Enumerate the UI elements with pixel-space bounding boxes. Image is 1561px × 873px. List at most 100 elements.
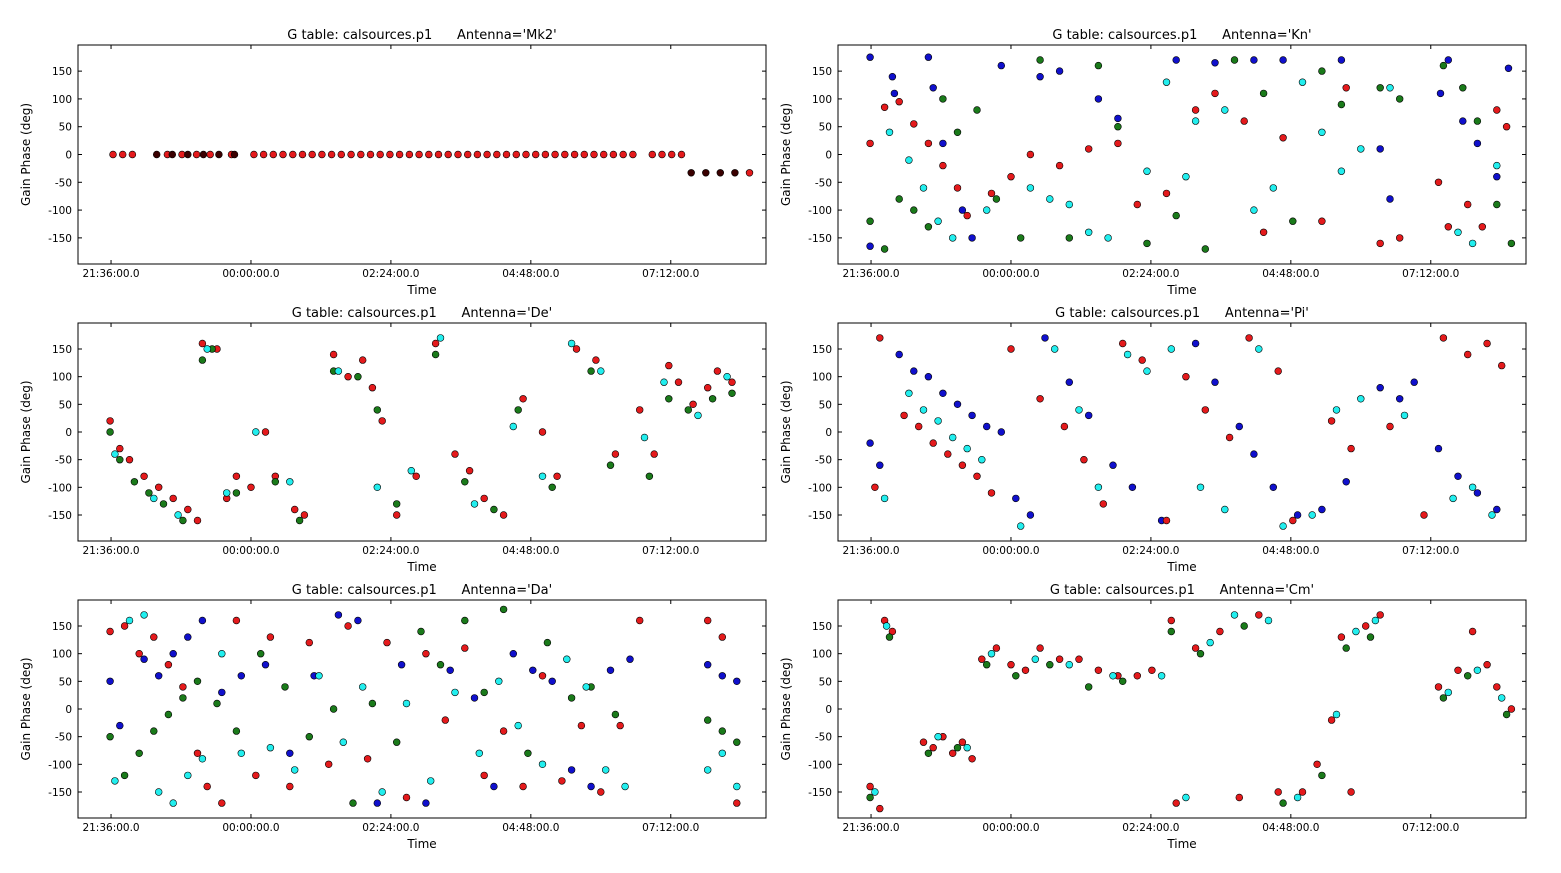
data-point <box>436 334 445 342</box>
data-point <box>1459 84 1467 92</box>
data-point <box>703 766 712 774</box>
x-tick-label: 04:48:00.0 <box>1262 268 1319 280</box>
data-point <box>1259 228 1268 237</box>
data-point <box>106 677 114 685</box>
x-axis-label: Time <box>406 283 436 297</box>
data-point <box>393 738 401 746</box>
data-point <box>919 184 928 192</box>
data-point <box>1308 511 1316 519</box>
data-point <box>1172 799 1180 807</box>
data-point <box>461 478 469 486</box>
data-point <box>1104 234 1112 242</box>
data-point <box>402 699 411 708</box>
data-point <box>1036 56 1044 64</box>
data-point <box>480 688 488 697</box>
data-point <box>958 461 967 469</box>
data-point <box>193 516 202 525</box>
data-point <box>1327 716 1336 724</box>
data-point <box>1167 616 1176 625</box>
data-point <box>1483 660 1491 669</box>
data-point <box>953 128 962 137</box>
data-point <box>363 755 372 763</box>
data-point <box>266 743 275 752</box>
data-point <box>451 688 459 697</box>
data-point <box>383 638 391 647</box>
data-point <box>1269 184 1278 192</box>
data-point <box>880 245 889 253</box>
data-point <box>728 378 736 386</box>
data-point <box>281 683 289 691</box>
data-point <box>963 743 971 752</box>
data-point <box>164 710 173 719</box>
data-point <box>1055 655 1064 663</box>
data-point <box>1493 505 1501 514</box>
y-tick-label: 150 <box>52 66 72 78</box>
x-tick-label: 04:48:00.0 <box>1262 822 1319 834</box>
data-point <box>665 395 673 403</box>
data-point <box>1293 511 1302 519</box>
data-point <box>1463 672 1472 680</box>
data-point <box>490 505 498 514</box>
data-point <box>1094 666 1103 674</box>
data-point <box>968 411 976 420</box>
data-point <box>905 156 913 164</box>
data-point <box>1327 417 1336 425</box>
data-point <box>1080 456 1088 464</box>
data-point <box>689 400 697 408</box>
data-point <box>199 150 208 159</box>
data-point <box>118 150 127 159</box>
data-point <box>548 677 556 685</box>
y-axis-label: Gain Phase (deg) <box>779 103 793 206</box>
data-point <box>1376 611 1384 619</box>
data-point <box>1225 433 1234 442</box>
data-point <box>538 672 547 680</box>
data-point <box>1201 245 1210 253</box>
data-point <box>499 511 508 519</box>
data-point <box>703 616 712 625</box>
y-tick-label: 100 <box>52 372 72 384</box>
data-point <box>1235 422 1244 431</box>
data-point <box>327 150 336 159</box>
data-point <box>431 339 440 348</box>
data-point <box>402 793 411 802</box>
data-point <box>982 422 991 431</box>
data-point <box>1162 516 1171 525</box>
data-point <box>982 660 991 669</box>
data-point <box>1313 760 1321 768</box>
data-point <box>218 799 226 807</box>
data-point <box>308 150 316 159</box>
data-point <box>334 367 343 375</box>
chart-title: G table: calsources.p1 Antenna='Cm' <box>1050 583 1314 598</box>
data-point <box>198 755 207 763</box>
y-tick-label: 0 <box>825 150 832 162</box>
data-point <box>1289 217 1297 225</box>
data-point <box>1026 184 1035 192</box>
y-tick-label: 0 <box>825 427 832 439</box>
data-point <box>876 804 884 813</box>
data-point <box>1094 95 1103 103</box>
y-axis-label: Gain Phase (deg) <box>19 657 33 760</box>
data-point <box>150 494 158 503</box>
data-point <box>1357 145 1365 153</box>
data-point <box>1211 89 1219 98</box>
data-point <box>987 189 996 198</box>
x-axis-label: Time <box>1166 560 1196 574</box>
data-point <box>193 749 202 757</box>
data-point <box>407 467 415 475</box>
data-point <box>1454 228 1462 237</box>
data-point <box>919 406 928 414</box>
data-point <box>876 334 884 342</box>
data-point <box>431 350 440 359</box>
data-point <box>357 150 365 159</box>
data-point <box>425 150 433 159</box>
data-point <box>1075 406 1083 414</box>
y-tick-label: 150 <box>52 344 72 356</box>
data-point <box>470 500 479 508</box>
data-point <box>373 483 381 491</box>
data-point <box>640 433 649 442</box>
data-point <box>461 616 469 625</box>
data-point <box>910 120 918 128</box>
data-point <box>885 128 894 137</box>
y-tick-label: -100 <box>808 205 832 217</box>
data-point <box>247 483 255 491</box>
